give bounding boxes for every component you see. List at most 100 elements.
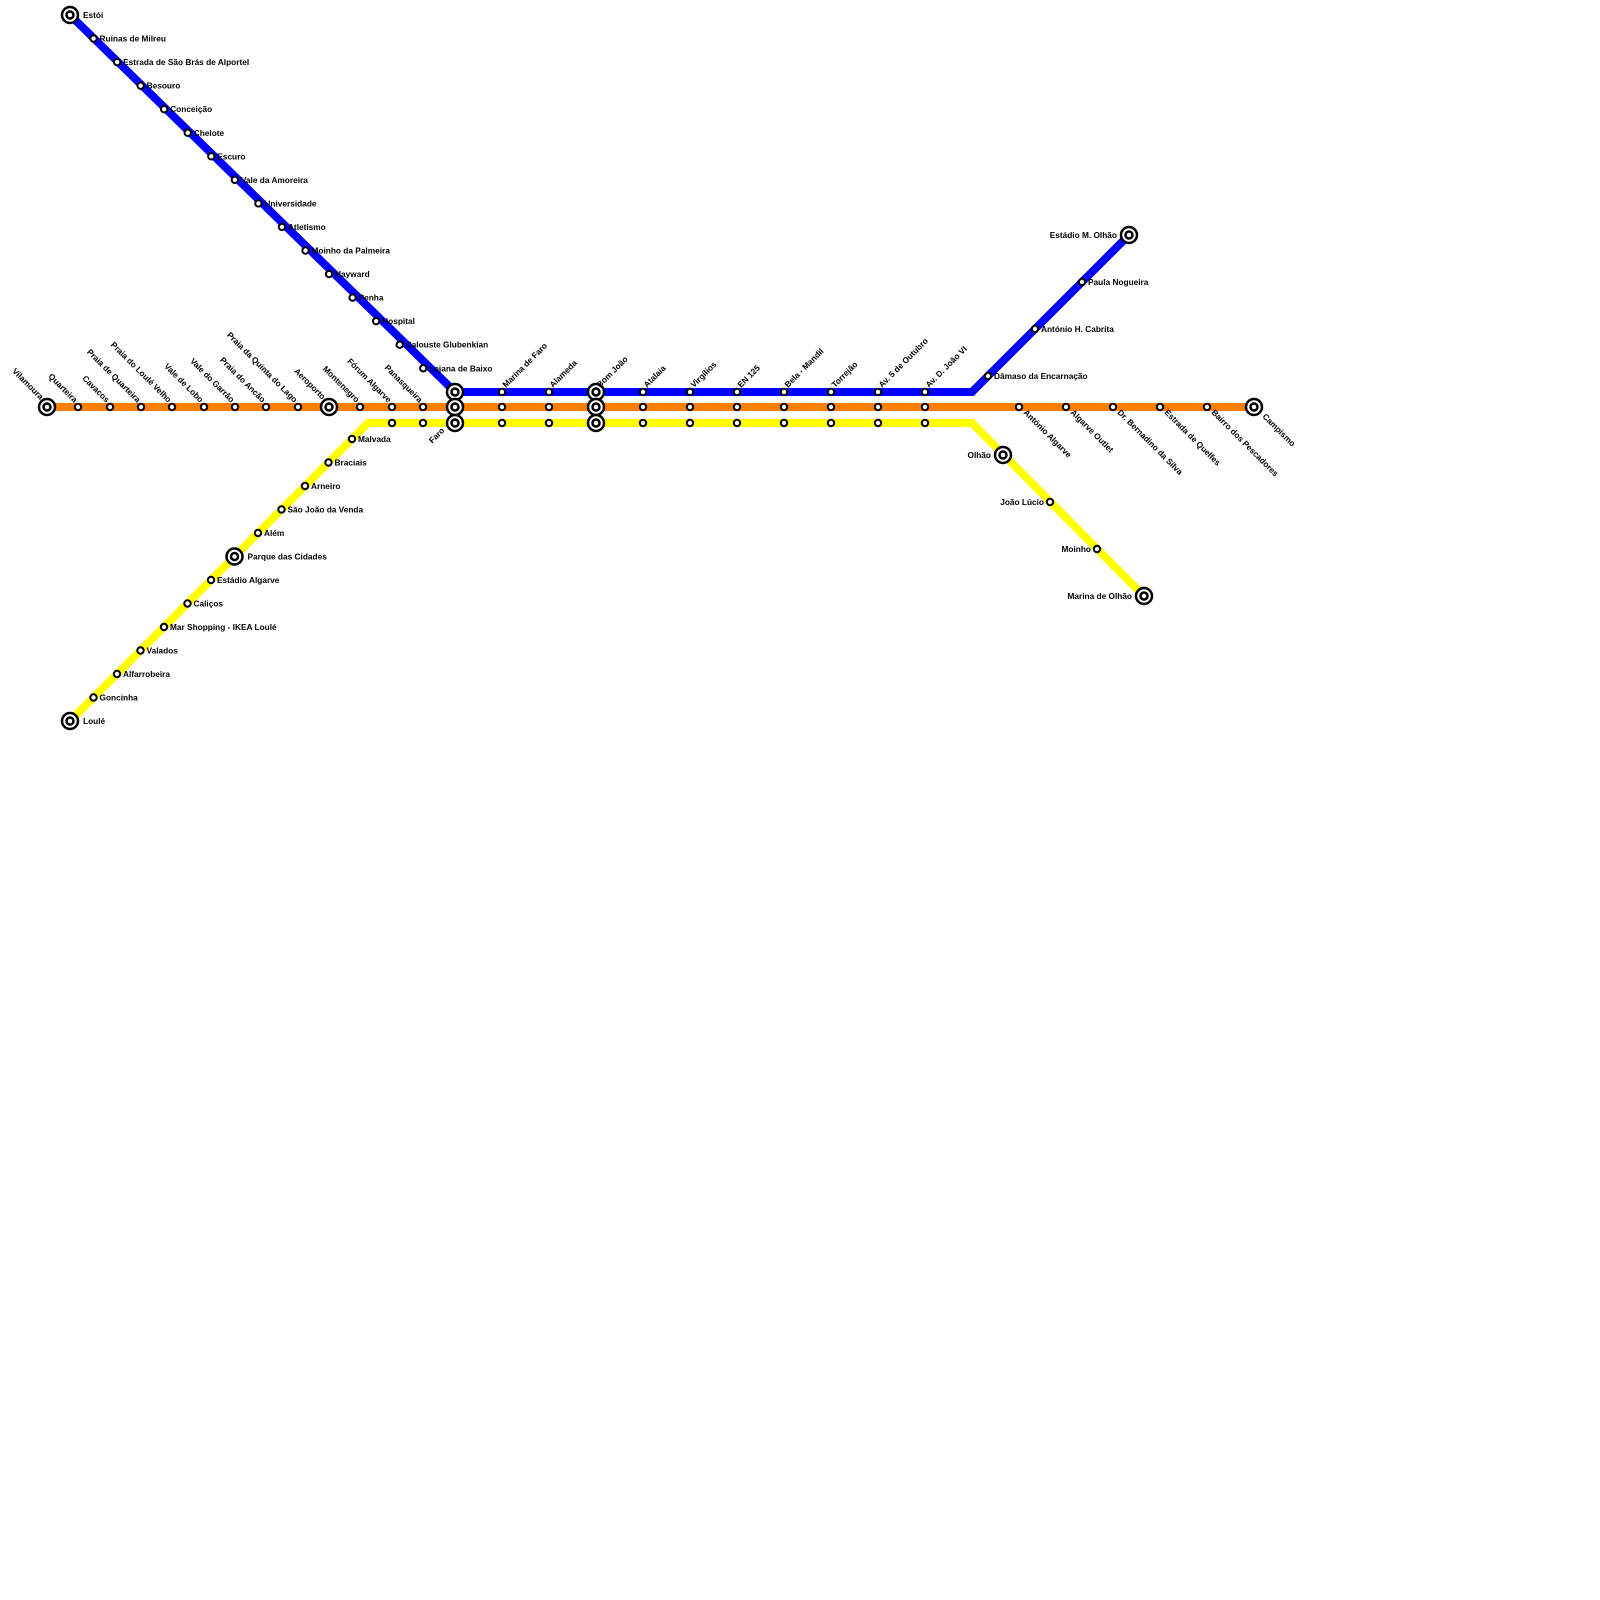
station-yellow[interactable] (779, 418, 789, 428)
station-blue[interactable] (230, 175, 240, 185)
station-yellow[interactable] (253, 528, 263, 538)
station-orange[interactable] (167, 402, 177, 412)
station-yellow[interactable] (347, 434, 357, 444)
station-orange[interactable] (1108, 402, 1118, 412)
station-yellow[interactable] (1045, 497, 1055, 507)
station-label: Além (264, 528, 284, 538)
station-blue[interactable] (136, 81, 145, 90)
station-blue[interactable] (419, 364, 428, 373)
station-blue[interactable] (826, 387, 836, 397)
station-blue[interactable] (371, 316, 381, 326)
station-label: Alameda (547, 358, 579, 390)
station-blue[interactable] (254, 199, 263, 208)
station-orange[interactable] (544, 402, 554, 412)
station-blue[interactable] (348, 293, 357, 302)
station-blue[interactable] (301, 246, 310, 255)
station-yellow[interactable] (183, 599, 192, 608)
station-orange[interactable] (199, 402, 209, 412)
station-orange[interactable] (355, 402, 365, 412)
station-blue[interactable] (1030, 324, 1040, 334)
station-label: Algarve Outlet (1069, 407, 1116, 454)
station-orange[interactable] (136, 402, 146, 412)
station-blue[interactable] (544, 387, 554, 397)
station-label: Estói (83, 10, 103, 20)
station-orange[interactable] (293, 402, 303, 412)
station-labels: Estói Ruínas de Milreu Estrada de São Brás… (10, 10, 1297, 726)
station-yellow[interactable] (225, 547, 244, 566)
station-orange[interactable] (230, 402, 240, 412)
station-orange[interactable] (638, 402, 648, 412)
station-orange[interactable] (105, 402, 115, 412)
station-orange[interactable] (1244, 397, 1264, 417)
station-blue[interactable] (1077, 277, 1087, 287)
station-blue[interactable] (395, 340, 404, 349)
station-yellow[interactable] (159, 622, 169, 632)
station-label: Escuro (217, 151, 245, 161)
station-orange[interactable] (826, 402, 836, 412)
station-orange[interactable] (1014, 402, 1024, 412)
station-orange[interactable] (873, 402, 883, 412)
station-yellow[interactable] (60, 711, 80, 731)
station-blue[interactable] (277, 222, 287, 232)
station-yellow[interactable] (112, 669, 122, 679)
station-blue[interactable] (779, 387, 789, 397)
station-orange[interactable] (1061, 402, 1071, 412)
station-orange[interactable] (445, 397, 465, 417)
station-orange[interactable] (586, 397, 606, 417)
station-yellow[interactable] (497, 418, 507, 428)
station-blue[interactable] (685, 387, 695, 397)
station-blue[interactable] (207, 152, 216, 161)
station-blue[interactable] (873, 387, 883, 397)
station-blue[interactable] (183, 128, 192, 137)
station-blue[interactable] (112, 57, 122, 67)
station-yellow[interactable] (89, 693, 98, 702)
station-yellow[interactable] (300, 481, 310, 491)
station-orange[interactable] (732, 402, 742, 412)
station-yellow[interactable] (387, 418, 397, 428)
station-yellow[interactable] (732, 418, 742, 428)
station-blue[interactable] (920, 387, 930, 397)
station-yellow[interactable] (544, 418, 554, 428)
station-blue[interactable] (60, 5, 80, 25)
station-blue[interactable] (638, 387, 648, 397)
station-yellow[interactable] (638, 418, 648, 428)
station-blue[interactable] (983, 371, 993, 381)
station-orange[interactable] (779, 402, 789, 412)
station-yellow[interactable] (1134, 586, 1154, 606)
station-yellow[interactable] (920, 418, 930, 428)
station-yellow[interactable] (418, 418, 428, 428)
station-yellow[interactable] (1092, 544, 1102, 554)
station-orange[interactable] (1202, 402, 1212, 412)
station-blue[interactable] (497, 387, 507, 397)
station-blue[interactable] (1119, 225, 1139, 245)
station-yellow[interactable] (324, 458, 333, 467)
station-yellow[interactable] (685, 418, 695, 428)
station-yellow[interactable] (873, 418, 883, 428)
station-orange[interactable] (497, 402, 507, 412)
station-yellow[interactable] (206, 575, 216, 585)
station-orange[interactable] (387, 402, 397, 412)
station-orange[interactable] (920, 402, 930, 412)
station-orange[interactable] (37, 397, 57, 417)
station-blue[interactable] (732, 387, 742, 397)
station-yellow[interactable] (993, 445, 1013, 465)
station-label: Vilamoura (10, 366, 46, 402)
station-label: Penha (359, 293, 384, 303)
station-orange[interactable] (319, 397, 339, 417)
station-orange[interactable] (261, 402, 271, 412)
station-blue[interactable] (324, 269, 334, 279)
station-orange[interactable] (1155, 402, 1165, 412)
station-orange[interactable] (73, 402, 83, 412)
station-label: Dâmaso da Encarnação (994, 371, 1088, 381)
station-blue[interactable] (445, 382, 465, 402)
station-yellow[interactable] (136, 646, 145, 655)
station-orange[interactable] (418, 402, 428, 412)
station-blue[interactable] (89, 34, 98, 43)
station-yellow[interactable] (586, 413, 606, 433)
station-yellow[interactable] (826, 418, 836, 428)
station-orange[interactable] (685, 402, 695, 412)
station-yellow[interactable] (277, 505, 286, 514)
station-blue[interactable] (160, 105, 169, 114)
station-label: EN 125 (735, 363, 762, 390)
station-yellow[interactable] (445, 413, 465, 433)
